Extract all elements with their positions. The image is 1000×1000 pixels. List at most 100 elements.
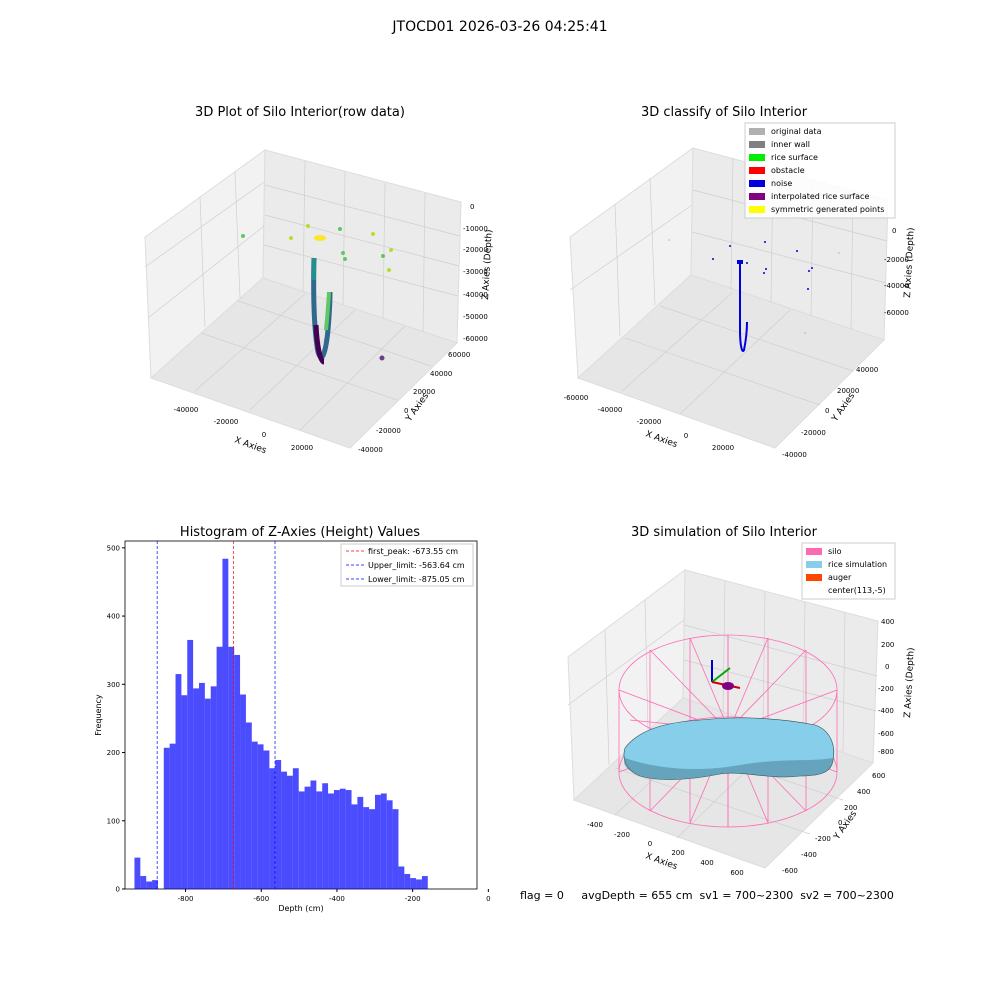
legend: silo rice simulation auger center(113,-5) (801, 542, 896, 600)
histogram-bar (380, 793, 387, 889)
legend-label: Upper_limit: -563.64 cm (368, 561, 465, 570)
y-tick-labels: -40000 -20000 0 20000 40000 (782, 366, 878, 459)
tick-label: -400 (878, 707, 894, 715)
histogram-x-ticks: -800 -600 -400 -200 0 (178, 889, 491, 903)
histogram-bar (210, 686, 217, 889)
legend-swatch (806, 561, 822, 568)
legend-label: obstacle (771, 166, 805, 175)
z-axis-label: Z Axies (Depth) (481, 229, 495, 300)
histogram-bar (216, 646, 223, 889)
histogram-bar (398, 866, 405, 889)
histogram-bar (416, 879, 422, 889)
tick-label: 400 (700, 859, 713, 867)
tick-label: 0 (892, 227, 896, 235)
histogram-bar (345, 790, 352, 889)
panel-raw-title: 3D Plot of Silo Interior(row data) (195, 105, 405, 120)
tick-label: -20000 (637, 418, 662, 426)
tick-label: 20000 (413, 388, 435, 396)
histogram-bar (392, 809, 399, 889)
histogram-bar (251, 741, 258, 889)
histogram-bar (374, 794, 381, 889)
histogram-bar (292, 768, 299, 889)
suptitle: JTOCD01 2026-03-26 04:25:41 (391, 19, 607, 35)
histogram-bar (204, 698, 211, 889)
histogram-bar (263, 750, 270, 889)
histogram-bar (298, 791, 305, 889)
histogram-bar (304, 786, 311, 889)
legend-swatch (749, 193, 765, 200)
histogram-bars (134, 558, 428, 889)
y-tick-label: 0 (116, 886, 120, 894)
tick-label: -60000 (884, 309, 909, 317)
histogram-bar (322, 783, 329, 889)
histogram-bar (175, 674, 182, 889)
z-axis-label: Z Axies (Depth) (903, 647, 917, 718)
tick-label: -20000 (376, 427, 401, 435)
legend-label: interpolated rice surface (771, 192, 869, 201)
legend-swatch (749, 206, 765, 213)
histogram-bar (404, 873, 411, 889)
tick-label: 0 (885, 663, 889, 671)
panel-simulation-3d: 3D simulation of Silo Interior (567, 525, 917, 877)
histogram-bar (193, 688, 199, 889)
z-tick-labels: 0 -10000 -20000 -30000 -40000 -50000 -60… (463, 203, 488, 343)
legend-label: center(113,-5) (828, 586, 886, 595)
y-tick-label: 300 (107, 681, 120, 689)
histogram-bar (281, 771, 287, 889)
tick-label: -60000 (564, 394, 589, 402)
legend-swatch (749, 167, 765, 174)
y-tick-label: 200 (107, 749, 120, 757)
legend-swatch (806, 574, 822, 581)
y-tick-label: 100 (107, 817, 120, 825)
z-tick-labels: 0 -20000 -40000 -60000 (884, 227, 909, 317)
legend-label: inner wall (771, 140, 810, 149)
tick-label: 0 (838, 819, 842, 827)
x-axis-label: X Axies (644, 429, 679, 450)
histogram-bar (339, 788, 346, 889)
tick-label: -40000 (782, 451, 807, 459)
tick-label: 600 (872, 772, 885, 780)
tick-label: -400 (801, 851, 817, 859)
histogram-bar (228, 646, 235, 889)
histogram-bar (257, 744, 264, 889)
tick-label: -40000 (598, 406, 623, 414)
tick-label: -20000 (801, 429, 826, 437)
legend-swatch (806, 548, 822, 555)
y-axis-label: Y Axies (832, 809, 860, 842)
classify-points (668, 239, 840, 334)
legend-label: silo (828, 547, 842, 556)
tick-label: 0 (684, 432, 688, 440)
histogram-bar (269, 768, 276, 889)
legend: original data inner wall rice surface obsta… (744, 122, 896, 219)
panel-classify-3d: 3D classify of Silo Interior -60000 -400… (564, 105, 917, 459)
histogram-bar (316, 791, 323, 889)
histogram-bar (333, 790, 340, 889)
x-axis-label: Depth (cm) (278, 904, 323, 913)
histogram-bar (222, 558, 229, 889)
grid-lines (144, 160, 461, 431)
tick-label: 0 (262, 431, 266, 439)
histogram-bar (234, 654, 241, 889)
x-tick-label: -400 (329, 895, 345, 903)
y-axis-label: Frequency (94, 694, 103, 736)
raw-depth-curve-bottom (313, 324, 326, 365)
histogram-y-ticks: 0 100 200 300 400 500 (107, 544, 125, 894)
tick-label: 20000 (712, 444, 734, 452)
legend-label: Lower_limit: -875.05 cm (368, 575, 465, 584)
panel-classify-title: 3D classify of Silo Interior (641, 105, 808, 120)
y-tick-label: 400 (107, 613, 120, 621)
tick-label: 0 (404, 407, 408, 415)
histogram-bar (240, 694, 246, 889)
histogram-bar (181, 695, 188, 889)
y-tick-labels: -40000 -20000 0 20000 40000 60000 (358, 351, 470, 454)
tick-label: -30000 (463, 268, 488, 276)
tick-label: 200 (881, 641, 894, 649)
raw-points (241, 224, 393, 361)
histogram-bar (152, 880, 158, 889)
tick-label: -200 (878, 685, 894, 693)
panel-simulation-title: 3D simulation of Silo Interior (631, 525, 818, 540)
legend-label: symmetric generated points (771, 205, 884, 214)
x-tick-labels: -400 -200 0 200 400 600 (587, 821, 744, 877)
legend-label: auger (828, 573, 852, 582)
